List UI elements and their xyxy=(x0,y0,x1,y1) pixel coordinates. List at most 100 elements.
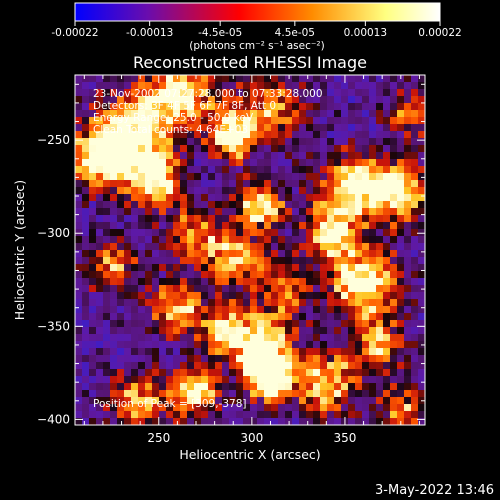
heatmap-cell xyxy=(229,117,237,125)
heatmap-cell xyxy=(159,96,167,104)
heatmap-cell xyxy=(292,397,300,405)
heatmap-cell xyxy=(285,320,293,328)
heatmap-cell xyxy=(299,96,307,104)
heatmap-cell xyxy=(145,243,153,251)
heatmap-cell xyxy=(355,418,363,426)
heatmap-cell xyxy=(173,180,181,188)
heatmap-cell xyxy=(208,124,216,132)
heatmap-cell xyxy=(166,215,174,223)
heatmap-cell xyxy=(278,264,286,272)
heatmap-cell xyxy=(180,75,188,83)
heatmap-cell xyxy=(236,194,244,202)
heatmap-cell xyxy=(390,369,398,377)
heatmap-cell xyxy=(117,250,125,258)
heatmap-cell xyxy=(131,383,139,391)
heatmap-cell xyxy=(264,131,272,139)
heatmap-cell xyxy=(320,159,328,167)
heatmap-cell xyxy=(320,355,328,363)
heatmap-cell xyxy=(306,418,314,426)
heatmap-cell xyxy=(208,187,216,195)
heatmap-cell xyxy=(173,383,181,391)
heatmap-cell xyxy=(96,292,104,300)
heatmap-cell xyxy=(271,320,279,328)
heatmap-cell xyxy=(89,334,97,342)
heatmap-cell xyxy=(334,306,342,314)
heatmap-cell xyxy=(411,173,419,181)
heatmap-cell xyxy=(215,362,223,370)
annotation-detectors: Detectors: 3F 4F 5F 6F 7F 8F, Att 0 xyxy=(93,100,276,112)
heatmap-cell xyxy=(411,96,419,104)
heatmap-cell xyxy=(418,320,426,328)
heatmap-cell xyxy=(404,418,412,426)
heatmap-cell xyxy=(229,103,237,111)
heatmap-cell xyxy=(418,152,426,160)
heatmap-cell xyxy=(334,383,342,391)
heatmap-cell xyxy=(250,348,258,356)
heatmap-cell xyxy=(348,187,356,195)
heatmap-cell xyxy=(229,299,237,307)
heatmap-cell xyxy=(117,159,125,167)
heatmap-cell xyxy=(201,327,209,335)
heatmap-cell xyxy=(110,152,118,160)
heatmap-cell xyxy=(201,278,209,286)
heatmap-cell xyxy=(117,89,125,97)
heatmap-cell xyxy=(194,159,202,167)
heatmap-cell xyxy=(145,250,153,258)
heatmap-cell xyxy=(124,159,132,167)
heatmap-cell xyxy=(89,187,97,195)
heatmap-cell xyxy=(138,306,146,314)
heatmap-cell xyxy=(124,208,132,216)
heatmap-cell xyxy=(138,96,146,104)
heatmap-cell xyxy=(250,369,258,377)
heatmap-cell xyxy=(166,131,174,139)
heatmap-cell xyxy=(334,327,342,335)
heatmap-cell xyxy=(89,292,97,300)
heatmap-cell xyxy=(194,418,202,426)
heatmap-cell xyxy=(404,306,412,314)
heatmap-cell xyxy=(376,194,384,202)
heatmap-cell xyxy=(292,117,300,125)
heatmap-cell xyxy=(369,173,377,181)
heatmap-cell xyxy=(257,404,265,412)
y-axis-label: Heliocentric Y (arcsec) xyxy=(12,180,27,320)
heatmap-cell xyxy=(201,96,209,104)
heatmap-cell xyxy=(124,362,132,370)
heatmap-cell xyxy=(369,383,377,391)
heatmap-cell xyxy=(96,383,104,391)
heatmap-cell xyxy=(82,201,90,209)
heatmap-cell xyxy=(278,229,286,237)
heatmap-cell xyxy=(75,313,83,321)
heatmap-cell xyxy=(222,82,230,90)
heatmap-cell xyxy=(271,82,279,90)
heatmap-cell xyxy=(82,229,90,237)
heatmap-cell xyxy=(369,103,377,111)
heatmap-cell xyxy=(292,75,300,83)
heatmap-cell xyxy=(96,257,104,265)
heatmap-cell xyxy=(75,145,83,153)
heatmap-cell xyxy=(376,334,384,342)
heatmap-cell xyxy=(278,145,286,153)
heatmap-cell xyxy=(299,250,307,258)
heatmap-cell xyxy=(236,152,244,160)
heatmap-cell xyxy=(369,376,377,384)
heatmap-cell xyxy=(229,138,237,146)
heatmap-cell xyxy=(278,110,286,118)
heatmap-cell xyxy=(383,110,391,118)
heatmap-cell xyxy=(355,222,363,230)
heatmap-cell xyxy=(320,117,328,125)
heatmap-cell xyxy=(313,418,321,426)
heatmap-cell xyxy=(145,117,153,125)
heatmap-cell xyxy=(159,82,167,90)
heatmap-cell xyxy=(327,341,335,349)
heatmap-cell xyxy=(292,166,300,174)
heatmap-cell xyxy=(243,152,251,160)
heatmap-cell xyxy=(397,194,405,202)
heatmap-cell xyxy=(159,215,167,223)
heatmap-cell xyxy=(166,166,174,174)
heatmap-cell xyxy=(89,362,97,370)
heatmap-cell xyxy=(215,201,223,209)
heatmap-cell xyxy=(285,215,293,223)
heatmap-cell xyxy=(208,110,216,118)
heatmap-cell xyxy=(96,320,104,328)
